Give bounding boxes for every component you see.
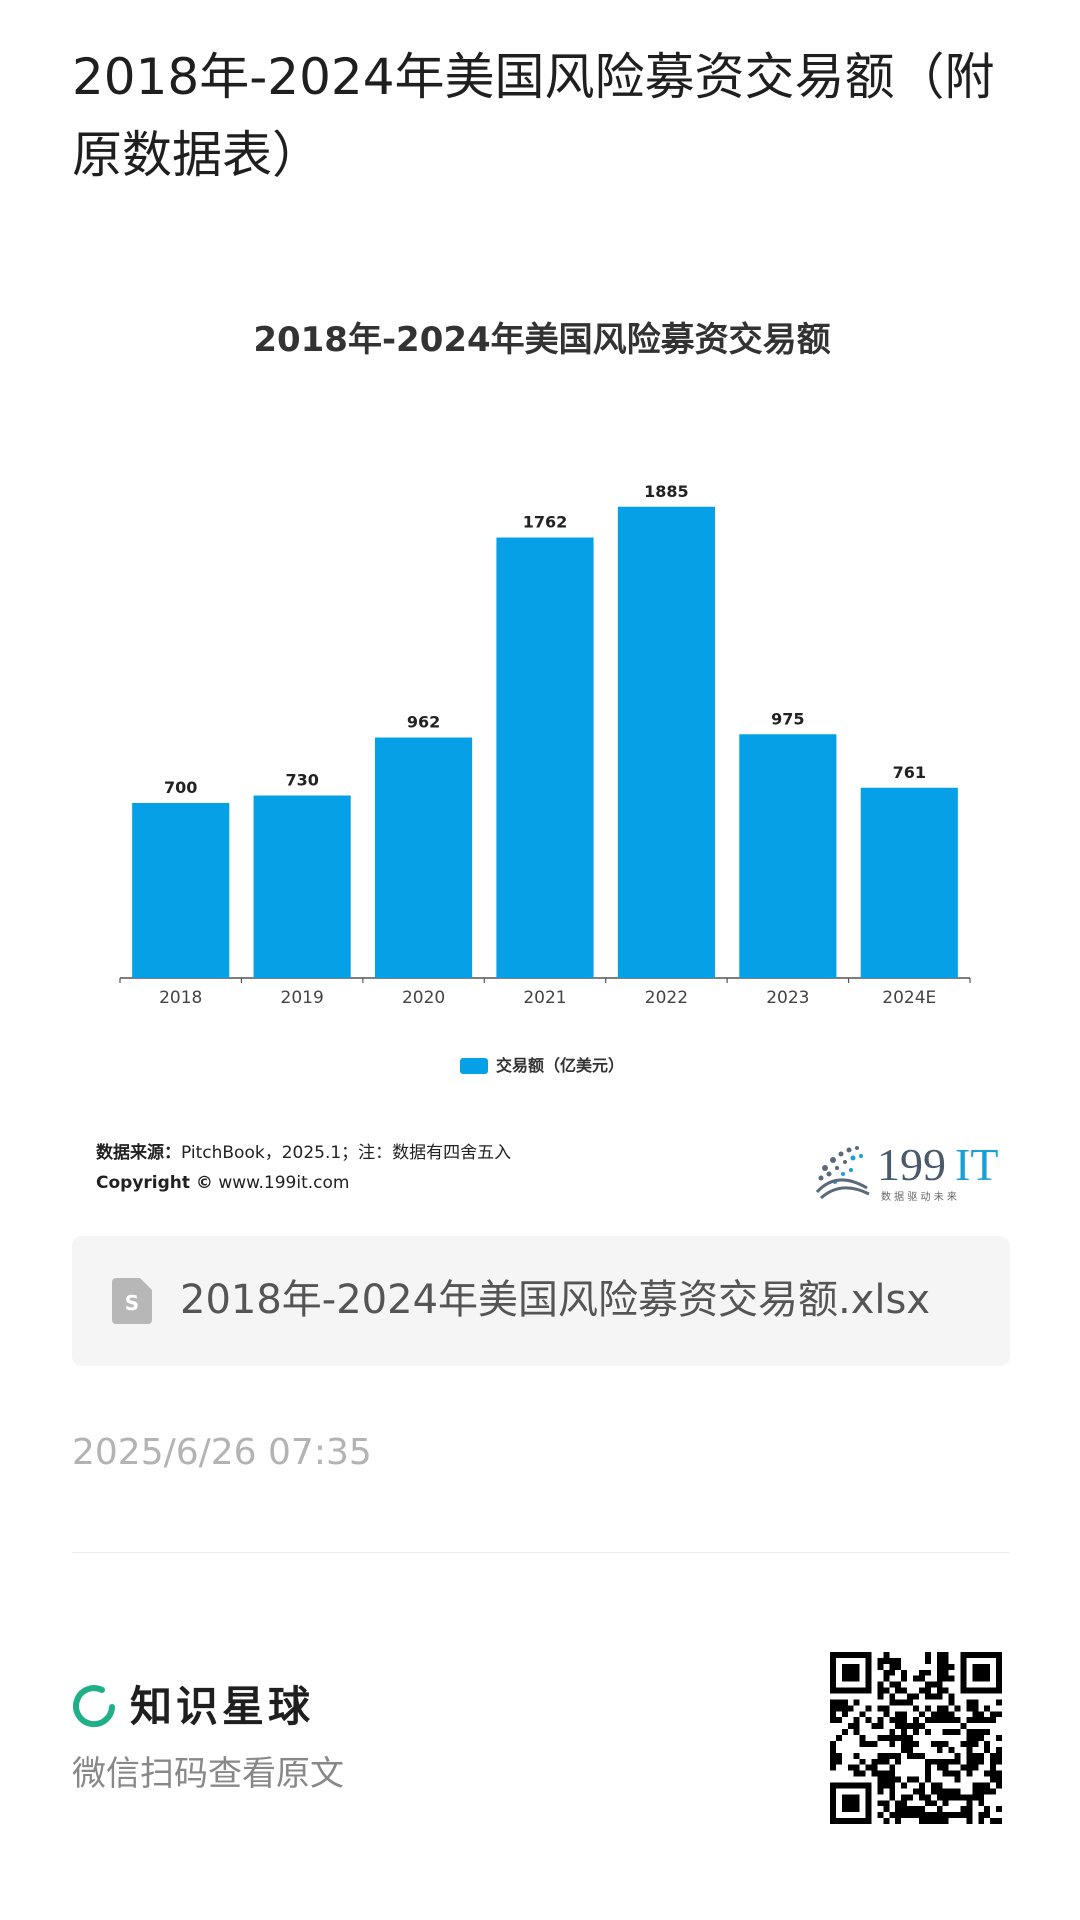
svg-text:IT: IT [955,1139,998,1190]
source-label: 数据来源： [96,1143,181,1163]
x-tick-label: 2022 [645,988,688,1008]
legend-swatch [459,1058,488,1074]
data-label: 700 [164,778,197,797]
chart-legend: 交易额（亿美元） [72,1052,1012,1076]
bar-2021 [496,537,594,978]
bar-2024E [860,787,958,978]
data-label: 730 [285,771,318,790]
data-label: 962 [407,713,440,732]
data-label: 761 [893,763,926,782]
chart-card: 2018年-2024年美国风险募资交易额 700 2018 730 2019 962 20… [72,250,1012,1210]
bar-2022 [617,506,715,978]
scan-hint: 微信扫码查看原文 [72,1754,344,1794]
copyright-label: Copyright © [96,1173,213,1193]
logo-text: 199 [877,1139,946,1190]
199it-logo: 199 IT 数 据 驱 动 未 来 [815,1139,998,1203]
svg-text:S: S [125,1291,139,1315]
copyright-url: www.199it.com [212,1173,350,1193]
logo-tagline: 数 据 驱 动 未 来 [881,1190,957,1203]
qr-code[interactable] [830,1652,1002,1824]
x-tick-label: 2020 [402,988,445,1008]
x-tick-label: 2024E [882,988,936,1008]
bar-2020 [375,737,473,978]
post-timestamp: 2025/6/26 07:35 [72,1432,372,1473]
data-label: 1885 [644,482,689,501]
source-text: PitchBook，2025.1；注：数据有四舍五入 [181,1143,512,1163]
divider [72,1552,1010,1553]
bar-2018 [132,803,230,978]
attachment-card[interactable]: S 2018年-2024年美国风险募资交易额.xlsx [72,1236,1010,1366]
spreadsheet-file-icon: S [112,1278,152,1324]
chart-title: 2018年-2024年美国风险募资交易额 [253,320,831,360]
bar-2019 [253,795,351,978]
x-tick-label: 2023 [766,988,809,1008]
bar-chart: 700 2018 730 2019 962 2020 1762 2021 1885 2022 975… [119,482,971,1008]
attachment-file-name: 2018年-2024年美国风险募资交易额.xlsx [180,1277,931,1323]
legend-label: 交易额（亿美元） [495,1056,624,1075]
x-tick-label: 2021 [523,988,566,1008]
post-title: 2018年-2024年美国风险募资交易额（附原数据表） [72,48,995,184]
bar-2023 [739,734,837,978]
data-label: 975 [771,709,804,728]
data-label: 1762 [523,513,568,532]
brand-name: 知识星球 [130,1682,315,1731]
source-note: 数据来源：PitchBook，2025.1；注：数据有四舍五入 Copyrigh… [96,1138,511,1198]
x-tick-label: 2019 [281,988,324,1008]
x-tick-label: 2018 [159,988,202,1008]
zsxq-logo-icon [73,1685,115,1728]
